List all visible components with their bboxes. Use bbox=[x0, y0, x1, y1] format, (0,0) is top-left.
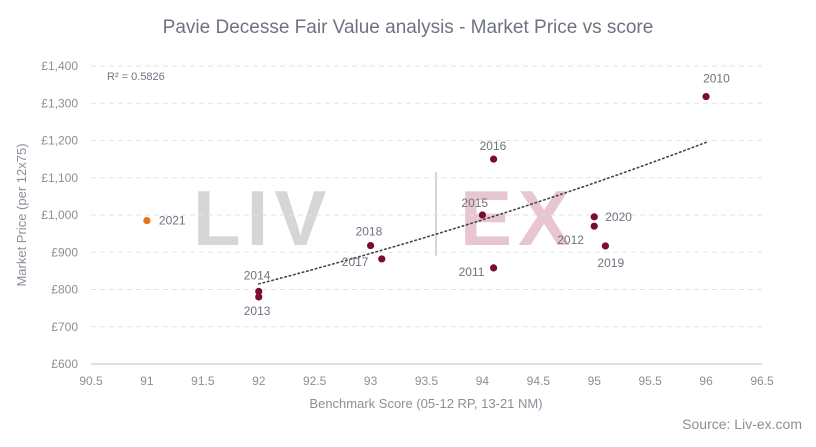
data-label-2020: 2020 bbox=[605, 210, 632, 224]
data-point-2010 bbox=[702, 92, 710, 101]
data-point-2013 bbox=[255, 293, 263, 301]
data-point-2012 bbox=[590, 222, 598, 230]
data-point-2015 bbox=[478, 211, 487, 219]
x-tick-label: 94 bbox=[476, 374, 490, 388]
y-tick-label: £900 bbox=[51, 245, 78, 259]
data-label-2014: 2014 bbox=[244, 268, 271, 282]
x-tick-label: 94.5 bbox=[527, 374, 551, 388]
x-tick-label: 95 bbox=[588, 374, 602, 388]
x-tick-label: 95.5 bbox=[638, 374, 662, 388]
data-label-2016: 2016 bbox=[480, 139, 507, 153]
x-axis-label: Benchmark Score (05-12 RP, 13-21 NM) bbox=[309, 396, 542, 411]
y-tick-label: £700 bbox=[51, 320, 78, 334]
watermark-ex: EX bbox=[460, 174, 576, 262]
data-point-2021 bbox=[143, 216, 151, 225]
y-tick-label: £1,000 bbox=[41, 208, 78, 222]
data-point-2020 bbox=[590, 213, 598, 221]
data-label-2018: 2018 bbox=[356, 225, 383, 239]
data-point-2018 bbox=[366, 241, 375, 250]
x-tick-label: 91.5 bbox=[191, 374, 215, 388]
trendline bbox=[258, 141, 707, 285]
x-tick-label: 93 bbox=[364, 374, 378, 388]
y-tick-label: £600 bbox=[51, 357, 78, 371]
x-tick-label: 92.5 bbox=[303, 374, 327, 388]
x-tick-label: 91 bbox=[140, 374, 154, 388]
chart-title: Pavie Decesse Fair Value analysis - Mark… bbox=[162, 17, 654, 38]
data-label-2021: 2021 bbox=[159, 214, 186, 228]
data-label-2015: 2015 bbox=[461, 196, 488, 210]
watermark-liv: LIV bbox=[193, 174, 332, 262]
r-squared-label: R² = 0.5826 bbox=[107, 71, 165, 83]
y-tick-label: £1,200 bbox=[41, 134, 78, 148]
source-label: Source: Liv-ex.com bbox=[682, 416, 802, 432]
data-label-2010: 2010 bbox=[703, 72, 730, 86]
x-tick-label: 96.5 bbox=[750, 374, 774, 388]
data-label-2019: 2019 bbox=[597, 256, 624, 270]
data-point-2011 bbox=[490, 264, 498, 272]
data-label-2017: 2017 bbox=[342, 255, 369, 269]
data-label-2013: 2013 bbox=[244, 304, 271, 318]
data-point-2016 bbox=[490, 155, 498, 163]
y-axis-label: Market Price (per 12x75) bbox=[14, 143, 29, 286]
data-label-2012: 2012 bbox=[557, 233, 584, 247]
y-tick-label: £800 bbox=[51, 283, 78, 297]
data-point-2017 bbox=[378, 255, 386, 263]
x-tick-label: 90.5 bbox=[79, 374, 103, 388]
x-tick-label: 92 bbox=[252, 374, 266, 388]
x-tick-label: 96 bbox=[699, 374, 713, 388]
y-tick-label: £1,400 bbox=[41, 59, 78, 73]
data-point-2014 bbox=[255, 287, 263, 295]
y-tick-label: £1,100 bbox=[41, 171, 78, 185]
y-tick-label: £1,300 bbox=[41, 96, 78, 110]
x-tick-label: 93.5 bbox=[415, 374, 439, 388]
data-point-2019 bbox=[601, 242, 610, 250]
data-label-2011: 2011 bbox=[459, 265, 485, 279]
